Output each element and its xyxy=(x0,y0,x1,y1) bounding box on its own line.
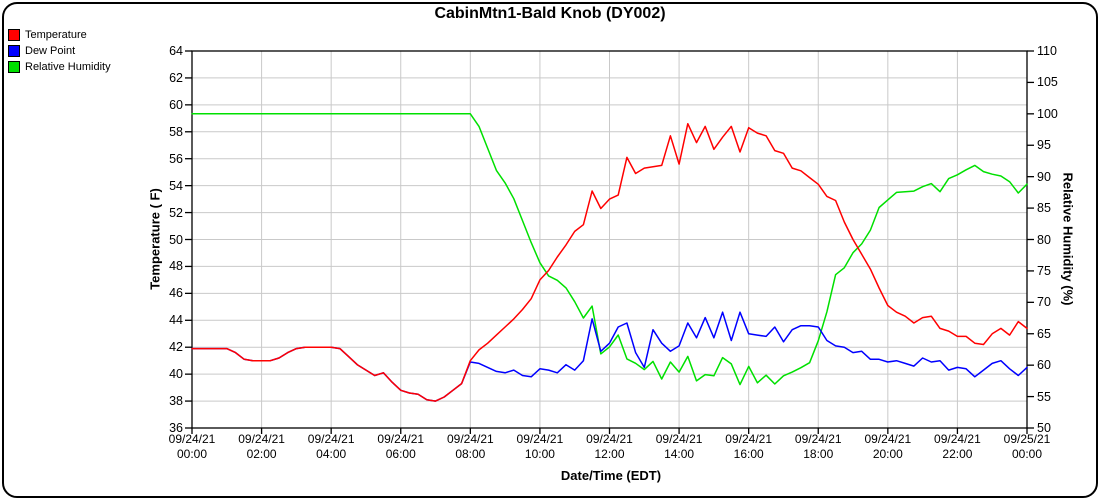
x-axis-tick-label: 09/24/21 18:00 xyxy=(778,432,858,462)
x-axis-tick-label: 09/24/21 10:00 xyxy=(500,432,580,462)
legend-item: Temperature xyxy=(8,27,111,42)
left-axis-tick-label: 40 xyxy=(169,367,183,382)
legend-item: Dew Point xyxy=(8,43,111,58)
left-axis-tick-label: 64 xyxy=(169,44,183,58)
legend-label: Relative Humidity xyxy=(25,60,111,73)
left-axis-tick-label: 38 xyxy=(169,394,183,409)
left-axis-tick-label: 56 xyxy=(169,151,183,166)
x-axis-tick-label: 09/24/21 00:00 xyxy=(152,432,232,462)
x-axis-tick-label: 09/24/21 06:00 xyxy=(361,432,441,462)
x-tick-date: 09/24/21 xyxy=(446,432,494,446)
left-axis-tick-label: 46 xyxy=(169,286,183,301)
x-tick-date: 09/25/21 xyxy=(1003,432,1051,446)
x-tick-time: 00:00 xyxy=(1011,447,1043,461)
left-axis-tick-label: 42 xyxy=(169,340,183,355)
x-axis-tick-label: 09/24/21 14:00 xyxy=(639,432,719,462)
x-tick-time: 14:00 xyxy=(664,447,695,461)
x-tick-date: 09/24/21 xyxy=(864,432,912,446)
x-tick-time: 18:00 xyxy=(803,447,834,461)
right-axis-tick-label: 85 xyxy=(1037,201,1051,216)
x-axis-title: Date/Time (EDT) xyxy=(560,468,662,483)
right-axis-tick-label: 50 xyxy=(1037,421,1051,435)
x-tick-time: 06:00 xyxy=(385,447,416,461)
x-axis-tick-label: 09/25/21 00:00 xyxy=(987,432,1067,462)
x-tick-time: 00:00 xyxy=(176,447,208,461)
left-axis-tick-label: 60 xyxy=(169,97,183,112)
chart-title: CabinMtn1-Bald Knob (DY002) xyxy=(434,5,666,22)
series-line-temperature xyxy=(191,122,1028,402)
series-line-relative-humidity xyxy=(191,113,1028,386)
x-axis-tick-label: 09/24/21 12:00 xyxy=(570,432,650,462)
x-tick-date: 09/24/21 xyxy=(794,432,842,446)
legend-label: Dew Point xyxy=(25,44,76,57)
x-tick-time: 02:00 xyxy=(246,447,277,461)
left-axis-tick-label: 44 xyxy=(169,313,183,328)
right-axis-tick-label: 95 xyxy=(1037,138,1051,153)
x-tick-time: 22:00 xyxy=(942,447,973,461)
x-axis-tick-label: 09/24/21 22:00 xyxy=(917,432,997,462)
x-tick-date: 09/24/21 xyxy=(516,432,564,446)
x-tick-date: 09/24/21 xyxy=(586,432,633,446)
x-tick-time: 20:00 xyxy=(872,447,903,461)
right-axis-tick-label: 80 xyxy=(1037,232,1051,247)
left-axis-tick-label: 54 xyxy=(169,178,183,193)
legend-swatch-icon xyxy=(8,28,20,41)
legend-swatch-icon xyxy=(8,44,20,57)
x-tick-date: 09/24/21 xyxy=(238,432,285,446)
right-axis-tick-label: 55 xyxy=(1037,389,1051,404)
legend-swatch-icon xyxy=(8,60,20,73)
left-axis-tick-label: 62 xyxy=(169,70,183,85)
left-axis-tick-label: 58 xyxy=(169,124,183,139)
legend-item: Relative Humidity xyxy=(8,59,111,74)
right-axis-tick-label: 100 xyxy=(1037,106,1058,121)
x-tick-date: 09/24/21 xyxy=(168,432,216,446)
x-axis-tick-label: 09/24/21 02:00 xyxy=(222,432,302,462)
right-axis-tick-label: 110 xyxy=(1037,44,1057,58)
x-axis-tick-label: 09/24/21 20:00 xyxy=(848,432,928,462)
x-axis-tick-label: 09/24/21 08:00 xyxy=(430,432,510,462)
x-axis-tick-label: 09/24/21 04:00 xyxy=(291,432,371,462)
left-axis-tick-label: 36 xyxy=(169,421,183,435)
right-axis-tick-label: 70 xyxy=(1037,295,1051,310)
x-tick-time: 10:00 xyxy=(524,447,555,461)
x-tick-date: 09/24/21 xyxy=(934,432,981,446)
right-axis-tick-label: 60 xyxy=(1037,358,1051,373)
right-axis-tick-label: 105 xyxy=(1037,75,1058,90)
x-tick-date: 09/24/21 xyxy=(725,432,773,446)
right-axis-tick-label: 65 xyxy=(1037,326,1051,341)
x-tick-time: 08:00 xyxy=(455,447,486,461)
x-tick-date: 09/24/21 xyxy=(655,432,703,446)
left-axis-tick-label: 52 xyxy=(169,205,183,220)
x-tick-date: 09/24/21 xyxy=(377,432,425,446)
x-axis-tick-label: 09/24/21 16:00 xyxy=(709,432,789,462)
x-tick-time: 04:00 xyxy=(316,447,347,461)
x-tick-time: 16:00 xyxy=(733,447,764,461)
left-axis-tick-label: 50 xyxy=(169,232,183,247)
legend-label: Temperature xyxy=(25,28,87,41)
x-tick-time: 12:00 xyxy=(594,447,625,461)
chart-legend: Temperature Dew Point Relative Humidity xyxy=(8,27,111,75)
right-axis-tick-label: 90 xyxy=(1037,169,1051,184)
x-tick-date: 09/24/21 xyxy=(307,432,355,446)
right-axis-tick-label: 75 xyxy=(1037,263,1051,278)
left-axis-tick-label: 48 xyxy=(169,259,183,274)
